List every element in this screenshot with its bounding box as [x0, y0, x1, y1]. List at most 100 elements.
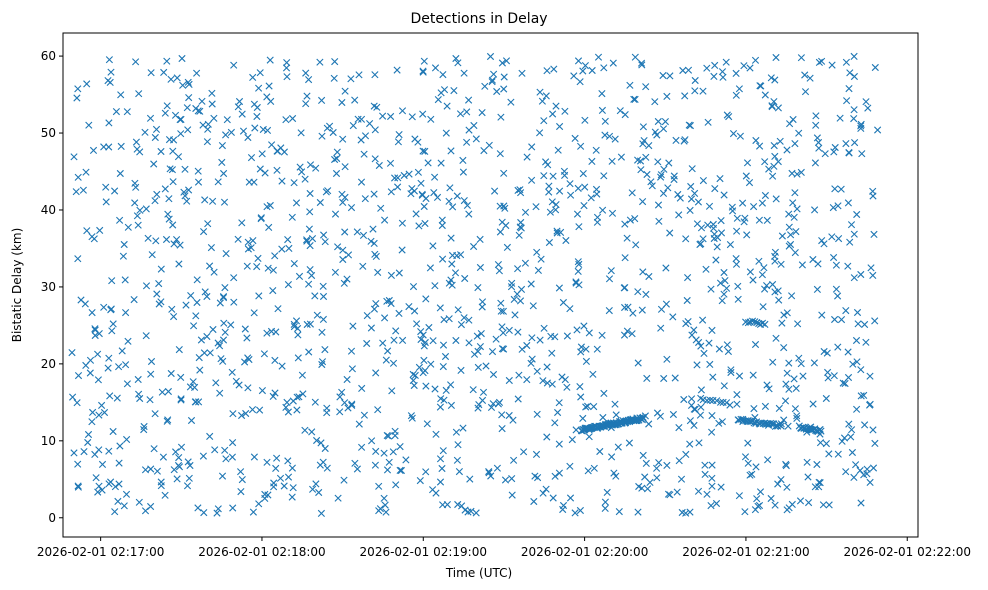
data-point: [845, 85, 853, 93]
data-point: [538, 97, 546, 105]
data-point: [460, 69, 468, 77]
data-point: [577, 142, 585, 150]
data-point: [816, 479, 824, 487]
data-point: [340, 279, 348, 287]
data-point: [734, 282, 742, 290]
data-point: [408, 113, 416, 121]
data-point: [615, 508, 623, 516]
data-point: [816, 439, 825, 447]
data-point: [317, 439, 325, 447]
y-tick-label: 20: [41, 357, 56, 371]
data-point: [72, 188, 80, 196]
data-point: [122, 309, 130, 317]
data-point: [654, 117, 662, 126]
data-point: [574, 267, 582, 275]
data-point: [120, 502, 128, 510]
data-point: [339, 198, 347, 206]
data-point: [596, 447, 604, 456]
data-point: [102, 183, 110, 191]
data-point: [593, 345, 601, 353]
data-point: [699, 87, 707, 95]
data-point: [161, 491, 169, 499]
data-point: [418, 190, 426, 198]
data-point: [682, 320, 690, 328]
data-point: [708, 428, 716, 436]
data-point: [257, 214, 265, 222]
data-point: [645, 272, 653, 281]
data-point: [109, 320, 117, 328]
data-point: [244, 238, 252, 246]
data-point: [717, 217, 725, 225]
data-point: [197, 336, 205, 344]
data-point: [642, 83, 650, 91]
data-point: [305, 76, 313, 84]
data-point: [726, 241, 734, 249]
data-point: [700, 349, 708, 357]
data-point: [853, 358, 861, 366]
data-point: [334, 243, 342, 251]
data-point: [699, 316, 707, 324]
data-point: [204, 220, 212, 228]
data-point: [705, 202, 714, 210]
data-point: [784, 422, 792, 430]
data-point: [361, 195, 369, 203]
data-point: [660, 374, 668, 383]
data-point: [690, 421, 698, 429]
data-point: [316, 198, 324, 207]
y-tick-label: 10: [41, 434, 56, 448]
data-point: [422, 295, 430, 303]
data-point: [221, 446, 229, 454]
data-point: [783, 369, 791, 377]
data-point: [543, 363, 551, 371]
data-point: [306, 189, 314, 198]
data-point: [88, 233, 96, 241]
data-point: [605, 275, 614, 283]
data-point: [419, 147, 427, 155]
data-point: [693, 361, 701, 369]
data-point: [495, 267, 503, 275]
data-point: [459, 168, 467, 176]
data-point: [261, 490, 269, 498]
data-point: [637, 59, 646, 67]
data-point: [371, 461, 379, 469]
data-point: [684, 274, 692, 282]
data-point: [184, 458, 192, 466]
data-point: [536, 336, 544, 344]
data-point: [449, 203, 457, 211]
data-point: [389, 448, 397, 456]
data-point: [146, 114, 155, 122]
data-point: [448, 260, 456, 268]
data-point: [247, 154, 256, 162]
data-point: [161, 109, 169, 117]
data-point: [774, 104, 782, 112]
data-point: [218, 142, 226, 150]
data-point: [498, 323, 506, 331]
data-point: [105, 119, 113, 127]
data-point: [415, 363, 423, 371]
data-point: [315, 488, 323, 497]
y-tick-label: 40: [41, 203, 56, 217]
data-point: [414, 168, 422, 176]
data-point: [729, 130, 738, 138]
data-point: [789, 199, 797, 207]
data-point: [451, 269, 460, 277]
data-point: [655, 217, 663, 225]
data-point: [755, 501, 764, 510]
data-point: [699, 177, 707, 185]
data-point: [305, 280, 313, 288]
data-point: [514, 186, 522, 194]
data-point: [748, 317, 757, 325]
data-point: [148, 251, 156, 259]
data-point: [206, 432, 214, 440]
data-point: [118, 347, 126, 355]
data-point: [639, 451, 647, 459]
data-point: [777, 476, 785, 484]
data-point: [415, 222, 423, 230]
data-point: [869, 464, 878, 472]
data-point: [379, 339, 387, 347]
data-point: [555, 399, 563, 407]
data-point: [688, 165, 696, 173]
data-point: [845, 149, 853, 157]
data-point: [419, 369, 427, 377]
data-point: [376, 505, 384, 513]
